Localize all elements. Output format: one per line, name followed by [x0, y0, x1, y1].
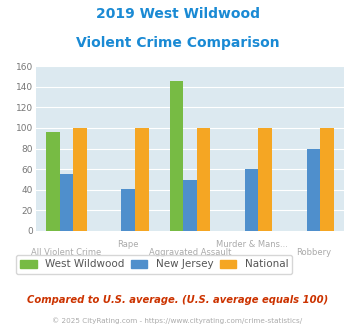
Text: © 2025 CityRating.com - https://www.cityrating.com/crime-statistics/: © 2025 CityRating.com - https://www.city…	[53, 317, 302, 324]
Bar	[197, 128, 210, 231]
Bar	[245, 169, 258, 231]
Text: Robbery: Robbery	[296, 248, 331, 257]
Text: Compared to U.S. average. (U.S. average equals 100): Compared to U.S. average. (U.S. average …	[27, 295, 328, 305]
Bar	[46, 132, 60, 231]
Bar	[121, 189, 135, 231]
Bar	[73, 128, 87, 231]
Bar	[307, 148, 320, 231]
Bar	[170, 82, 183, 231]
Text: Violent Crime Comparison: Violent Crime Comparison	[76, 36, 279, 50]
Text: Murder & Mans...: Murder & Mans...	[216, 240, 288, 249]
Text: 2019 West Wildwood: 2019 West Wildwood	[95, 7, 260, 20]
Text: Rape: Rape	[118, 240, 139, 249]
Legend: West Wildwood, New Jersey, National: West Wildwood, New Jersey, National	[16, 255, 292, 274]
Bar	[320, 128, 334, 231]
Bar	[135, 128, 148, 231]
Text: Aggravated Assault: Aggravated Assault	[149, 248, 231, 257]
Bar	[183, 181, 197, 231]
Bar	[258, 128, 272, 231]
Text: All Violent Crime: All Violent Crime	[31, 248, 102, 257]
Bar	[60, 174, 73, 231]
